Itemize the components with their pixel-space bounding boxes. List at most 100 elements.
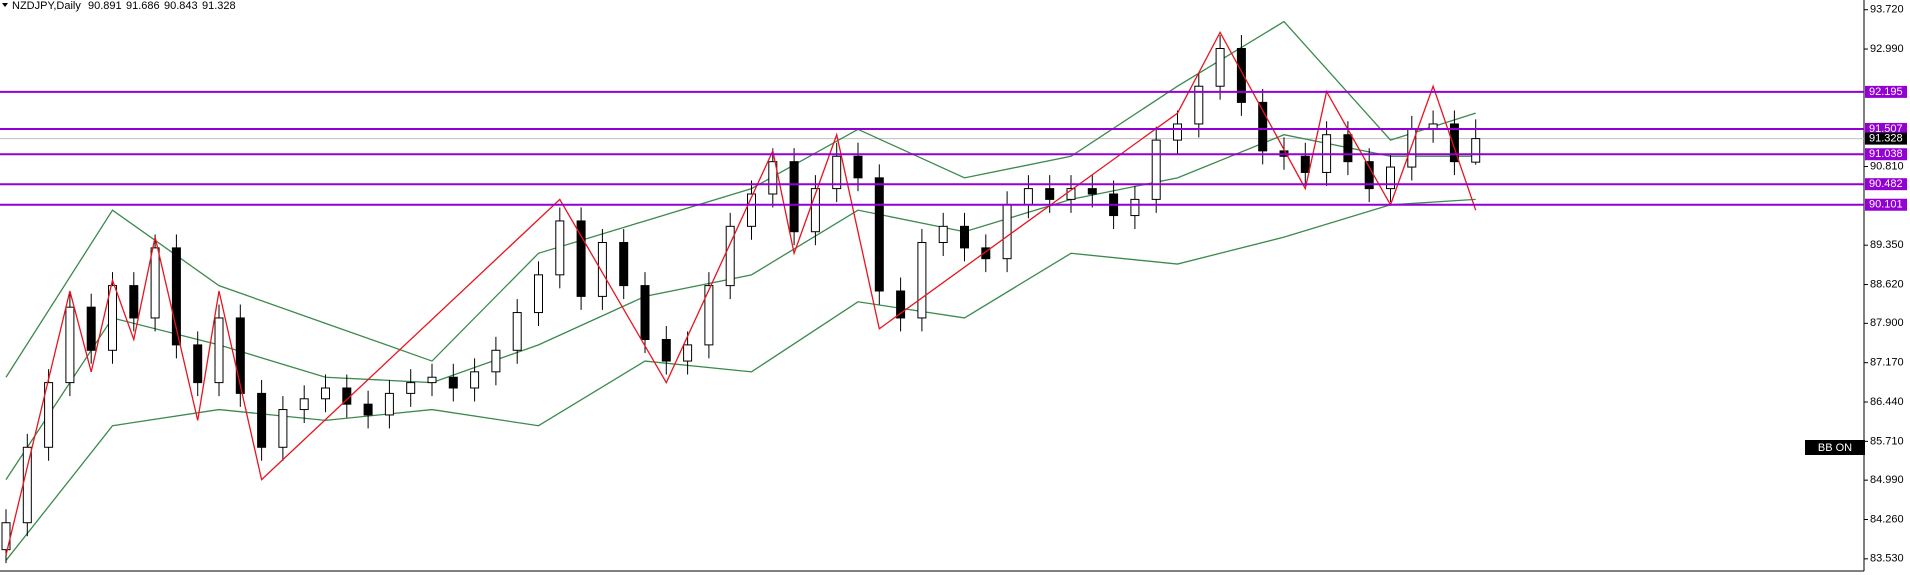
candle-body — [1194, 85, 1204, 125]
candle-body — [150, 247, 160, 319]
candle-body — [832, 155, 842, 190]
level-label-bg — [1865, 148, 1907, 161]
candle-body — [960, 225, 969, 249]
indicator-label: BB ON — [1818, 442, 1852, 454]
candle-body — [22, 446, 32, 524]
candle-body — [1258, 101, 1268, 152]
candle-body — [1002, 204, 1012, 260]
candle-body — [661, 339, 671, 362]
level-label-bg — [1865, 85, 1907, 98]
candle-body — [491, 349, 501, 373]
candle-body — [448, 376, 458, 389]
candle-body — [576, 220, 586, 297]
candle-body — [853, 155, 863, 179]
candle-body — [235, 317, 245, 394]
y-tick-label: 87.900 — [1870, 317, 1904, 329]
level-label-bg — [1865, 122, 1907, 135]
candle-body — [874, 177, 884, 292]
candle-body — [65, 306, 75, 384]
candle-body — [321, 387, 330, 400]
candle-body — [896, 290, 906, 319]
level-label: 91.507 — [1869, 123, 1903, 135]
candle-body — [470, 371, 480, 389]
y-tick-label: 90.810 — [1870, 160, 1904, 172]
candle-body — [597, 242, 607, 297]
candle-body — [917, 242, 927, 319]
candle-body — [171, 247, 181, 346]
y-tick-label: 89.350 — [1870, 239, 1904, 251]
candle-body — [1087, 188, 1097, 195]
level-label-bg — [1865, 198, 1907, 211]
y-tick-label: 85.710 — [1870, 435, 1904, 447]
candle-body — [1130, 198, 1140, 217]
level-label: 92.195 — [1869, 86, 1903, 98]
collapse-arrow — [2, 3, 8, 7]
candle-body — [704, 285, 714, 346]
level-label: 91.038 — [1869, 148, 1903, 160]
zigzag-line — [5, 30, 1477, 556]
level-label: 90.482 — [1869, 178, 1903, 190]
header-close: 91.328 — [202, 0, 236, 12]
candle-body — [938, 225, 948, 244]
header-low: 90.843 — [164, 0, 198, 12]
candle-body — [512, 312, 522, 351]
candle-body — [683, 344, 693, 362]
y-tick-label: 92.990 — [1870, 43, 1904, 55]
candle-body — [278, 409, 288, 448]
bollinger-lower — [5, 198, 1476, 561]
y-tick-label: 93.720 — [1870, 4, 1904, 16]
candle-body — [214, 317, 224, 384]
current-price-label: 91.328 — [1869, 133, 1903, 145]
header-open: 90.891 — [88, 0, 122, 12]
level-label-bg — [1865, 178, 1907, 191]
symbol-title: NZDJPY,Daily — [12, 0, 81, 12]
candle-body — [1407, 128, 1417, 168]
y-tick-label: 83.530 — [1870, 553, 1904, 565]
candle-body — [108, 285, 117, 351]
candle-body — [534, 274, 543, 314]
candle-body — [1449, 123, 1459, 163]
candle-body — [1045, 188, 1055, 200]
candle-body — [768, 161, 778, 195]
candle-body — [619, 242, 629, 287]
candle-body — [810, 188, 820, 233]
indicator-badge — [1805, 440, 1865, 455]
candle-body — [257, 392, 267, 448]
candle-body — [1236, 48, 1246, 103]
candle-body — [384, 392, 394, 416]
candle-body — [1173, 123, 1182, 141]
candle-body — [789, 161, 799, 233]
candle-body — [363, 403, 373, 416]
candle-body — [1386, 166, 1395, 190]
candle-body — [427, 376, 437, 384]
candle-body — [1300, 155, 1310, 173]
bollinger-middle — [5, 134, 1476, 480]
candle-body — [1023, 188, 1033, 206]
y-tick-label: 87.170 — [1870, 357, 1904, 369]
candle-body — [299, 398, 309, 411]
candle-body — [86, 306, 96, 351]
candle-body — [1215, 48, 1225, 87]
candle-body — [1471, 138, 1481, 163]
candle-body — [1343, 134, 1353, 163]
y-tick-label: 86.440 — [1870, 396, 1904, 408]
y-tick-label: 84.990 — [1870, 474, 1904, 486]
level-label: 90.101 — [1869, 199, 1903, 211]
candle-body — [129, 285, 139, 319]
candle-body — [1151, 139, 1161, 200]
candle-body — [406, 382, 416, 394]
candle-body — [1066, 188, 1076, 200]
candle-body — [725, 225, 735, 287]
candle-body — [747, 193, 756, 227]
current-price-label-bg — [1865, 132, 1907, 145]
header-high: 91.686 — [126, 0, 160, 12]
y-tick-label: 88.620 — [1870, 278, 1904, 290]
candle-body — [555, 220, 565, 276]
candle-body — [640, 285, 650, 341]
candle-body — [193, 344, 203, 384]
y-tick-label: 84.260 — [1870, 513, 1904, 525]
candle-body — [44, 382, 54, 448]
